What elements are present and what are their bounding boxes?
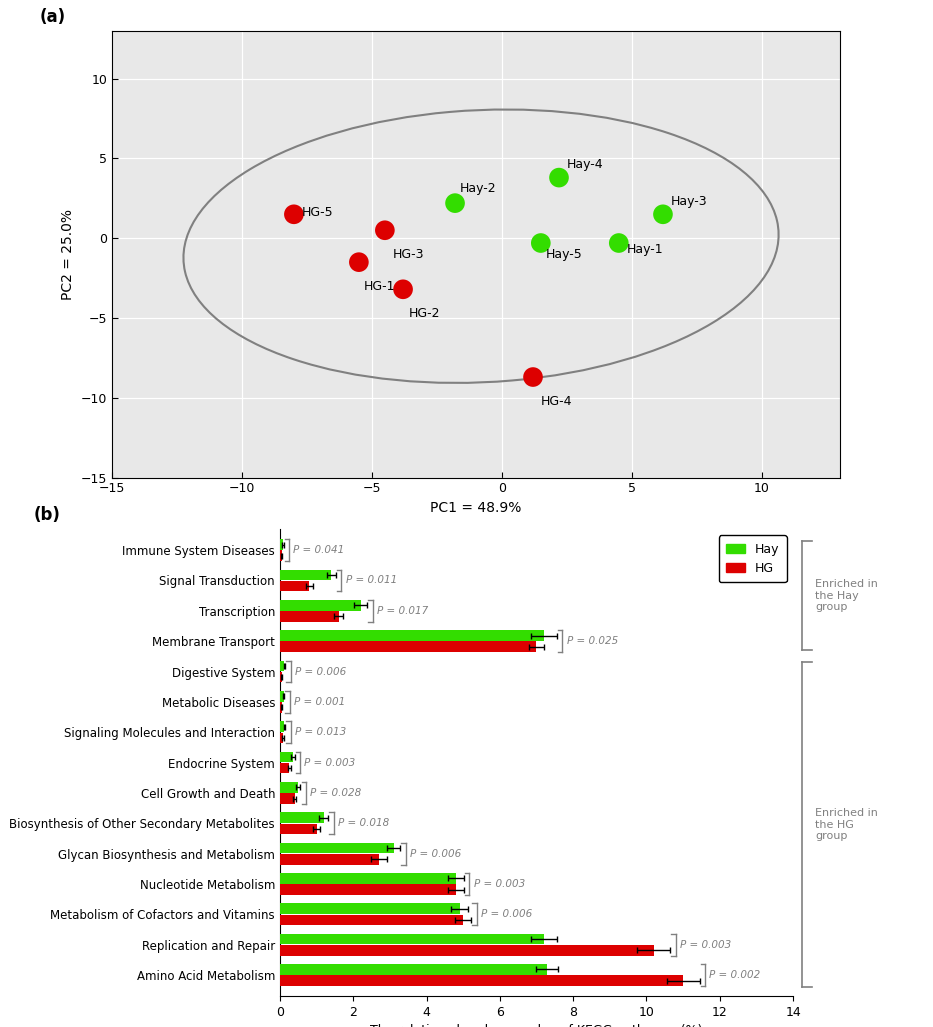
Bar <box>280 631 544 641</box>
Point <box>551 169 566 186</box>
Point <box>525 369 540 385</box>
X-axis label: PC1 = 48.9%: PC1 = 48.9% <box>430 501 522 515</box>
Text: P = 0.006: P = 0.006 <box>410 848 461 859</box>
Point <box>286 206 301 223</box>
Text: HG-1: HG-1 <box>364 279 396 293</box>
Bar <box>280 642 536 652</box>
Bar <box>280 581 309 592</box>
Point <box>377 222 392 238</box>
X-axis label: The relative abundance value of KEGG pathways (%): The relative abundance value of KEGG pat… <box>370 1025 703 1027</box>
Text: HG-5: HG-5 <box>301 206 333 220</box>
Point <box>396 281 411 298</box>
Text: Enriched in
the HG
group: Enriched in the HG group <box>815 808 878 841</box>
Bar <box>280 702 282 713</box>
Bar <box>280 691 284 701</box>
Text: P = 0.041: P = 0.041 <box>294 545 344 556</box>
Point <box>656 206 671 223</box>
Text: P = 0.003: P = 0.003 <box>680 940 731 950</box>
Text: P = 0.017: P = 0.017 <box>377 606 428 616</box>
Legend: Hay, HG: Hay, HG <box>404 532 548 560</box>
Text: Enriched in
the Hay
group: Enriched in the Hay group <box>815 579 878 612</box>
Text: P = 0.028: P = 0.028 <box>311 788 362 798</box>
Text: (a): (a) <box>39 8 65 26</box>
Bar <box>280 904 459 914</box>
Bar <box>280 732 283 744</box>
Text: HG-3: HG-3 <box>393 248 425 261</box>
Bar <box>280 812 324 823</box>
Point <box>534 235 549 252</box>
Text: P = 0.011: P = 0.011 <box>345 575 397 585</box>
Bar <box>280 915 463 925</box>
Bar <box>280 873 456 883</box>
Point <box>611 235 626 252</box>
Text: P = 0.002: P = 0.002 <box>709 969 760 980</box>
Text: P = 0.006: P = 0.006 <box>481 909 533 919</box>
Legend: Hay, HG: Hay, HG <box>718 535 787 582</box>
Text: Hay-3: Hay-3 <box>671 195 707 207</box>
Bar <box>280 611 339 621</box>
Bar <box>280 752 293 762</box>
Bar <box>280 884 456 895</box>
Bar <box>280 976 683 986</box>
Text: P = 0.003: P = 0.003 <box>474 879 525 889</box>
Text: P = 0.006: P = 0.006 <box>295 667 346 677</box>
Text: Hay-5: Hay-5 <box>546 248 583 261</box>
Bar <box>280 550 282 561</box>
Text: P = 0.003: P = 0.003 <box>304 758 355 767</box>
Bar <box>280 853 379 865</box>
Bar <box>280 539 283 549</box>
Bar <box>280 964 548 975</box>
Point <box>448 195 463 212</box>
Bar <box>280 842 394 853</box>
Bar <box>280 570 331 580</box>
Text: Hay-1: Hay-1 <box>627 242 663 256</box>
Text: HG-2: HG-2 <box>409 307 439 319</box>
Text: P = 0.025: P = 0.025 <box>566 636 618 646</box>
Bar <box>280 721 285 732</box>
Text: P = 0.018: P = 0.018 <box>338 819 389 828</box>
Text: Hay-4: Hay-4 <box>566 158 604 172</box>
Text: (b): (b) <box>34 505 61 524</box>
Bar <box>280 600 360 610</box>
Text: HG-4: HG-4 <box>541 394 572 408</box>
Bar <box>280 782 299 793</box>
Point <box>352 254 367 270</box>
Bar <box>280 793 295 804</box>
Bar <box>280 945 654 955</box>
Bar <box>280 672 282 682</box>
Bar <box>280 660 285 672</box>
Bar <box>280 934 544 944</box>
Text: P = 0.001: P = 0.001 <box>294 697 345 707</box>
Y-axis label: PC2 = 25.0%: PC2 = 25.0% <box>62 208 76 300</box>
Text: Hay-2: Hay-2 <box>460 182 497 195</box>
Text: P = 0.013: P = 0.013 <box>295 727 346 737</box>
Bar <box>280 763 289 773</box>
Bar <box>280 824 316 834</box>
